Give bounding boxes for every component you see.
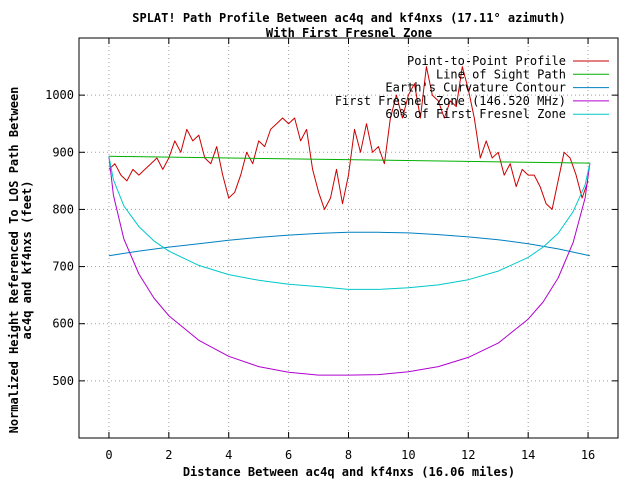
axis-ticks: 0 2 4 6 8 10 12 14 16 500 600 700 800 900 1000 [45,38,618,462]
legend-label: Point-to-Point Profile [407,54,566,68]
y-tick-label: 700 [52,260,74,274]
y-tick-label: 1000 [45,88,74,102]
series-earth-curvature-line [108,231,591,257]
legend-label: Line of Sight Path [436,67,566,81]
x-tick-label: 4 [225,448,232,462]
chart-title: SPLAT! Path Profile Between ac4q and kf4… [132,11,565,40]
series-profile-line [108,66,589,210]
grid-lines [79,38,618,438]
x-tick-label: 12 [461,448,475,462]
legend-item: Earth's Curvature Contour [385,81,609,95]
x-axis-label: Distance Between ac4q and kf4nxs (16.06 … [183,465,515,479]
series-fresnel-zone-line [108,156,591,376]
y-axis-label: Normalized Height Referenced To LOS Path… [7,87,34,434]
y-tick-label: 800 [52,202,74,216]
chart-title-line-1: SPLAT! Path Profile Between ac4q and kf4… [132,11,565,25]
series-fresnel-60-line [108,156,591,290]
x-tick-label: 6 [285,448,292,462]
x-tick-label: 8 [345,448,352,462]
legend-item: 60% of First Fresnel Zone [385,107,609,121]
legend-item: Point-to-Point Profile [407,54,609,68]
series-layer [108,66,591,376]
legend-label: First Fresnel Zone (146.520 MHz) [335,94,566,108]
y-tick-label: 500 [52,374,74,388]
y-tick-label: 900 [52,145,74,159]
x-tick-label: 14 [521,448,535,462]
legend-label: 60% of First Fresnel Zone [385,107,566,121]
x-tick-label: 10 [401,448,415,462]
series-line-of-sight-line [108,155,590,164]
x-tick-label: 0 [105,448,112,462]
y-axis-label-line-2: ac4q and kf4nxs (feet) [20,181,34,340]
chart-title-line-2: With First Fresnel Zone [266,26,432,40]
x-tick-label: 16 [581,448,595,462]
x-tick-label: 2 [165,448,172,462]
y-axis-label-line-1: Normalized Height Referenced To LOS Path… [7,87,21,434]
legend-item: First Fresnel Zone (146.520 MHz) [335,94,609,108]
legend-item: Line of Sight Path [436,67,609,81]
legend-label: Earth's Curvature Contour [385,81,566,95]
y-tick-label: 600 [52,317,74,331]
